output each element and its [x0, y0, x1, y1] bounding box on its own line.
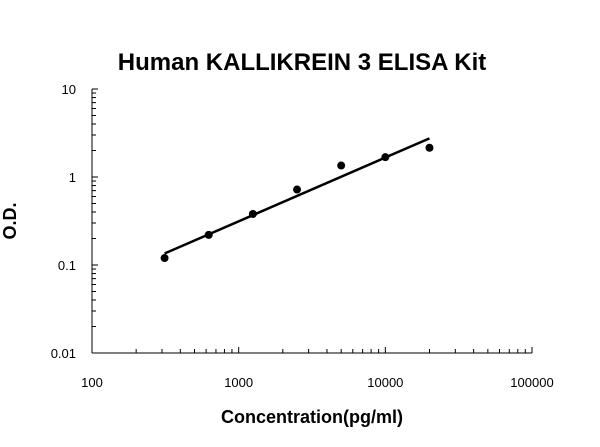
- data-point: [293, 185, 302, 194]
- x-tick-label: 100000: [510, 375, 553, 390]
- trendline-group: [164, 137, 430, 255]
- y-tick-label: 10: [62, 82, 76, 97]
- y-tick-label: 0.1: [58, 258, 76, 273]
- data-points: [160, 143, 434, 263]
- chart-title: Human KALLIKREIN 3 ELISA Kit: [118, 49, 486, 76]
- data-point: [248, 209, 257, 218]
- data-point: [204, 230, 213, 239]
- axes: 100 1000 10000 100000 0.01 0.1 1 10: [51, 82, 554, 390]
- x-tick-label: 1000: [224, 375, 253, 390]
- data-point: [425, 143, 434, 152]
- y-axis-title: O.D.: [0, 202, 20, 239]
- data-point: [160, 254, 169, 263]
- x-tick-label: 10000: [367, 375, 403, 390]
- trendline: [164, 137, 430, 255]
- x-tick-label: 100: [81, 375, 103, 390]
- y-tick-label: 1: [69, 170, 76, 185]
- y-tick-label: 0.01: [51, 346, 76, 361]
- x-axis-title: Concentration(pg/ml): [221, 407, 403, 427]
- data-point: [337, 161, 346, 170]
- data-point: [381, 153, 390, 162]
